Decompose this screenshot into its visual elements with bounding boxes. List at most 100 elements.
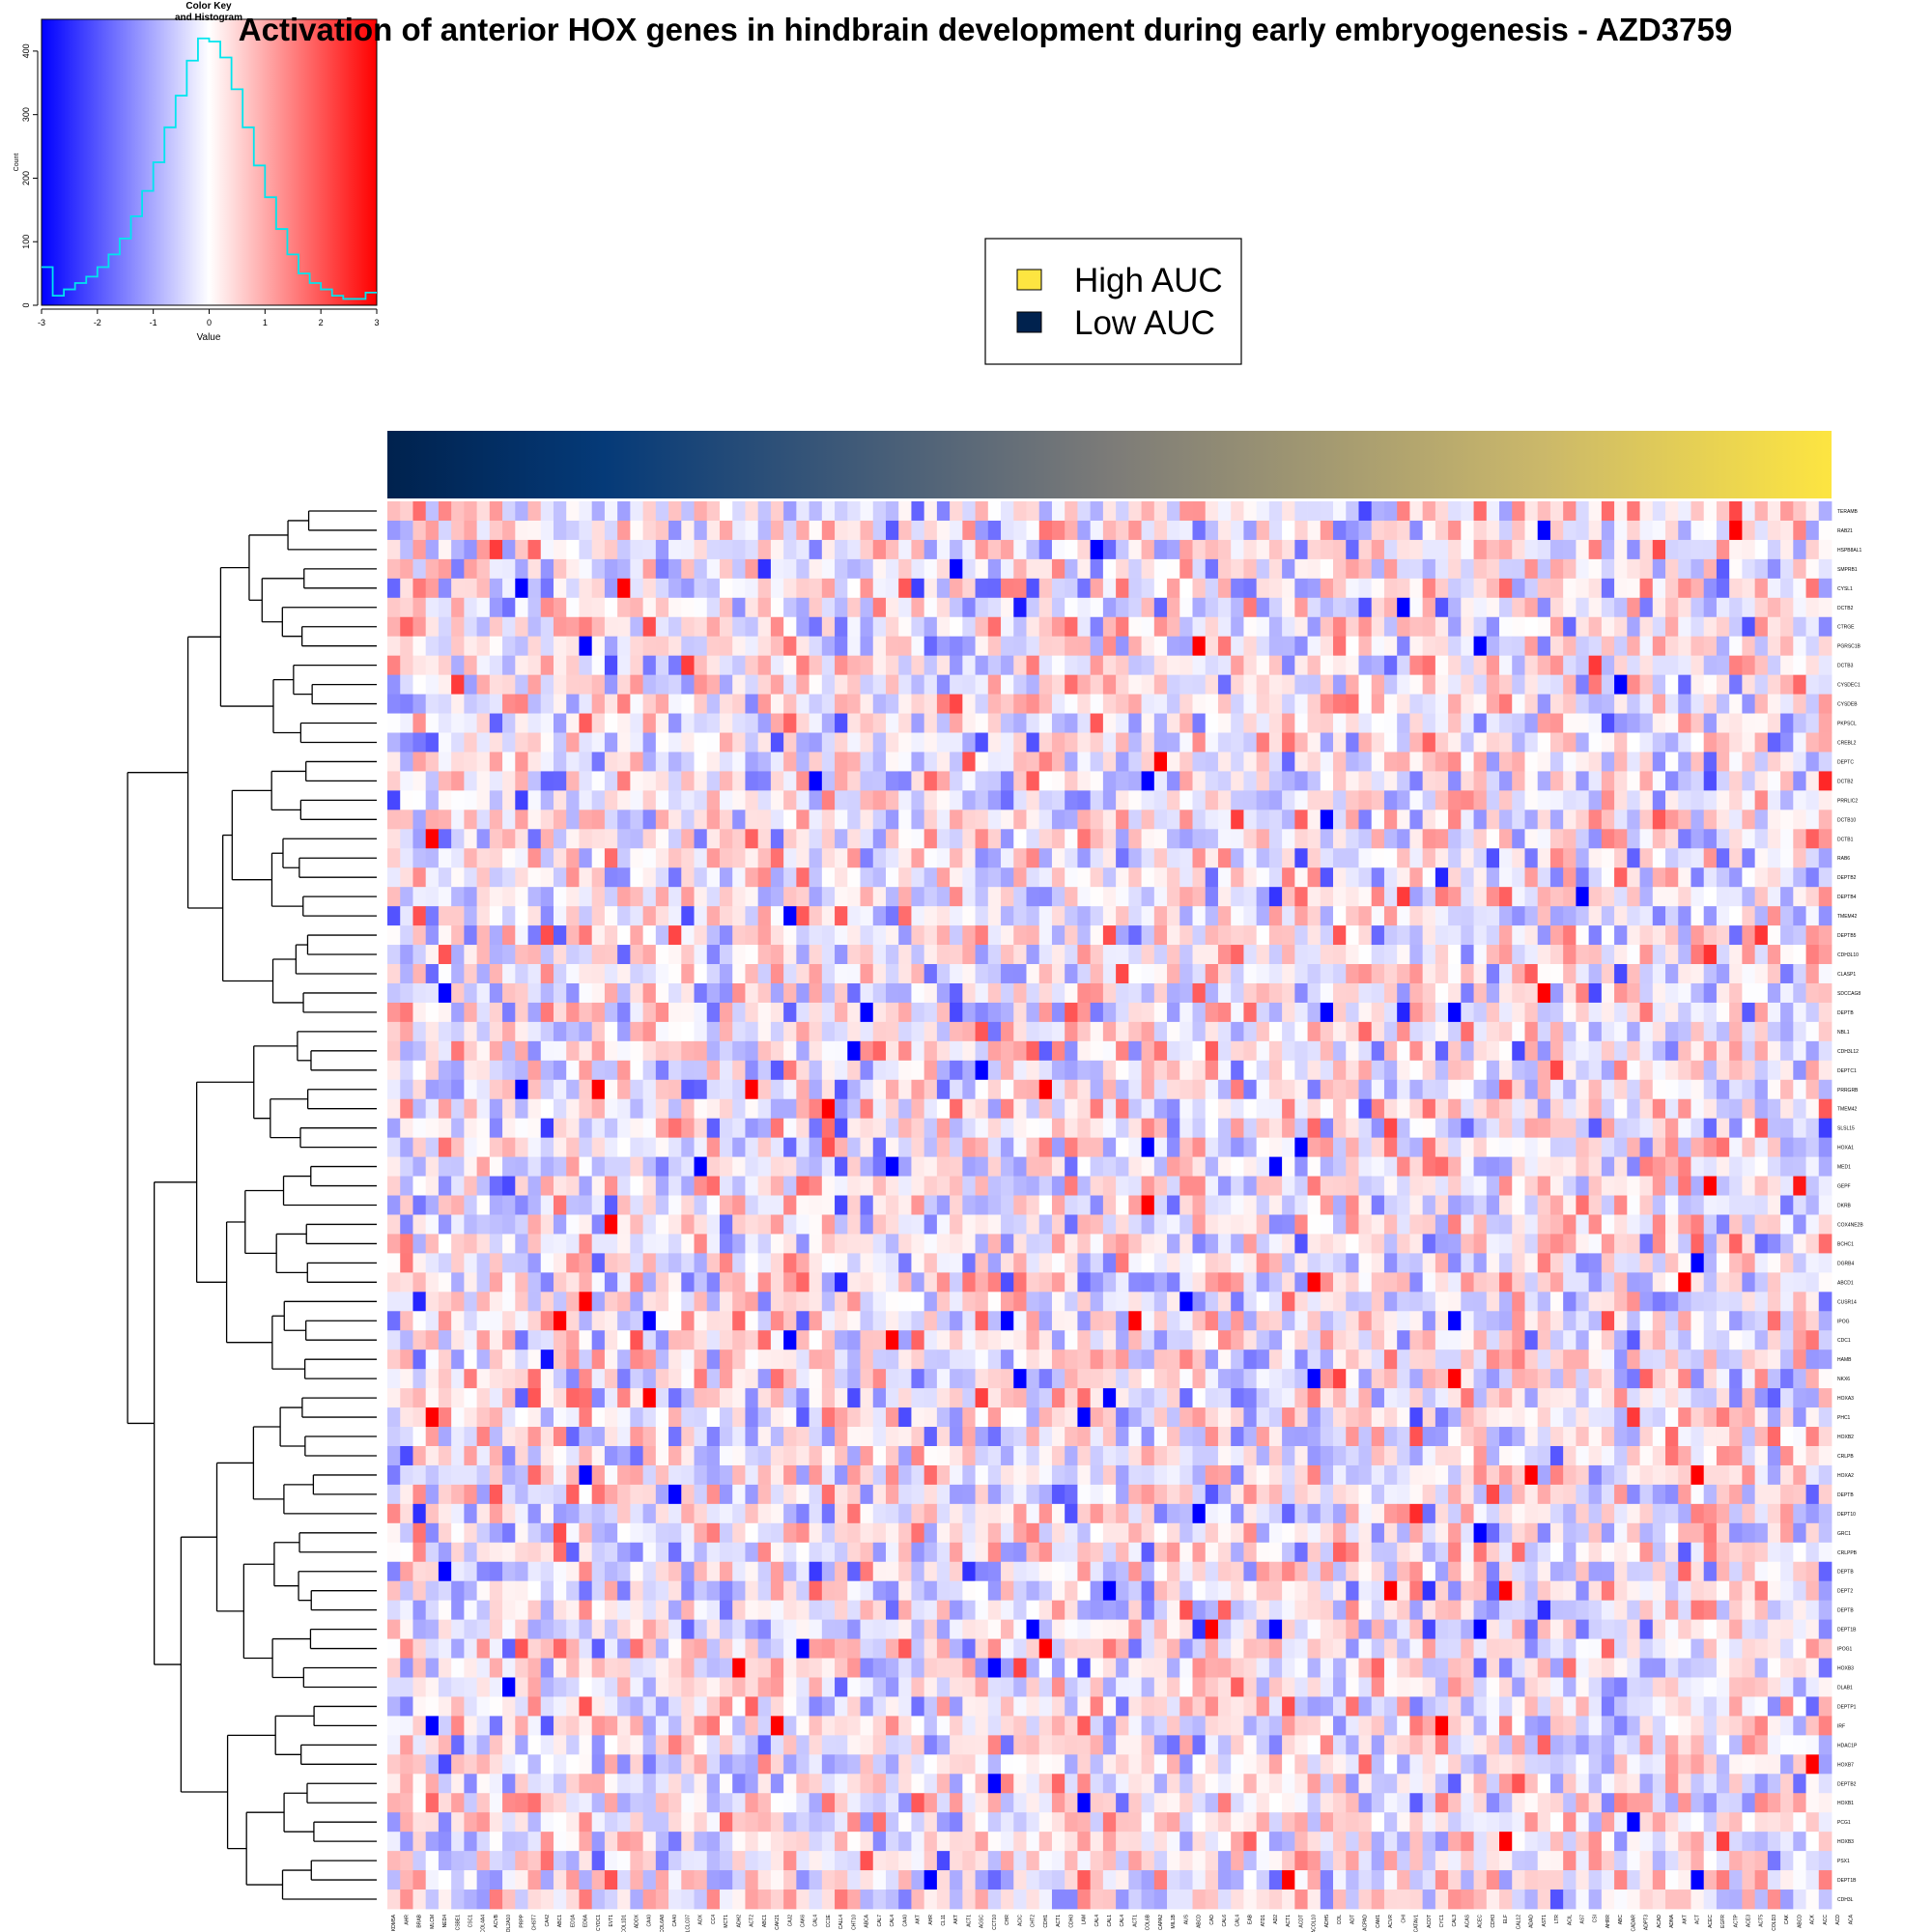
heatmap-cell [1320,1079,1334,1100]
heatmap-cell [451,964,465,984]
heatmap-cell [515,964,528,984]
heatmap-cell [1256,887,1270,907]
heatmap-cell [1690,1156,1705,1177]
heatmap-cell [1767,1195,1781,1215]
heatmap-cell [962,1292,976,1312]
heatmap-cell [540,558,554,580]
heatmap-cell [655,906,669,926]
heatmap-cell [872,694,887,714]
heatmap-cell [515,616,528,638]
heatmap-cell [1793,1060,1806,1081]
heatmap-cell [1537,1292,1551,1312]
heatmap-cell [1665,964,1679,984]
heatmap-cell [783,945,797,965]
heatmap-cell [1116,925,1129,946]
heatmap-cell [1346,694,1359,714]
heatmap-cell [1435,1021,1449,1042]
heatmap-cell [412,597,427,618]
heatmap-cell [642,713,657,733]
heatmap-cell [1026,1021,1040,1042]
heatmap-cell [1767,810,1781,830]
heatmap-cell [515,887,528,907]
heatmap-cell [1588,1234,1603,1254]
heatmap-cell [1243,1253,1258,1273]
heatmap-cell [655,1292,669,1312]
heatmap-cell [476,636,491,657]
heatmap-cell [1038,1002,1053,1023]
heatmap-cell [681,694,695,714]
heatmap-cell [1767,578,1781,599]
heatmap-cell [1703,810,1718,830]
color-key-y-tick-label: 200 [21,171,31,185]
heatmap-cell [1013,520,1027,541]
heatmap-cell [1256,713,1270,733]
heatmap-cell [387,982,401,1004]
heatmap-cell [1563,867,1577,888]
heatmap-cell [975,1002,989,1023]
heatmap-cell [872,771,887,791]
heatmap-cell [1601,982,1615,1004]
heatmap-cell [694,1040,708,1062]
heatmap-cell [847,1021,861,1042]
heatmap-cell [872,925,887,946]
heatmap-cell [1627,1272,1640,1293]
heatmap-cell [1678,982,1691,1004]
heatmap-cell [847,520,861,541]
heatmap-cell [860,1079,874,1100]
heatmap-cell [1153,655,1168,676]
heatmap-cell [1116,732,1129,753]
heatmap-cell [451,1253,465,1273]
heatmap-cell [1549,1156,1564,1177]
heatmap-cell [1576,1040,1590,1062]
heatmap-cell [1001,1021,1014,1042]
heatmap-cell [515,1002,528,1023]
heatmap-cell [950,1214,963,1235]
heatmap-cell [809,752,823,772]
heatmap-cell [757,1253,772,1273]
heatmap-cell [630,1253,643,1273]
heatmap-cell [1102,848,1117,868]
heatmap-cell [1422,520,1436,541]
heatmap-cell [489,1098,503,1120]
heatmap-cell [1205,655,1219,676]
heatmap-cell [476,867,491,888]
heatmap-cell [809,501,823,522]
heatmap-cell [412,732,427,753]
heatmap-cell [1639,597,1654,618]
heatmap-cell [1102,558,1117,580]
heatmap-cell [1065,790,1078,810]
heatmap-cell [438,771,452,791]
heatmap-cell [1742,752,1756,772]
heatmap-cell [1576,501,1590,522]
heatmap-cell [1397,732,1410,753]
heatmap-cell [1256,1021,1270,1042]
heatmap-cell [1690,713,1705,733]
heatmap-cell [1780,982,1794,1004]
heatmap-cell [515,1098,528,1120]
heatmap-cell [796,655,810,676]
heatmap-cell [1461,867,1474,888]
heatmap-cell [412,1040,427,1062]
heatmap-cell [706,1079,721,1100]
heatmap-cell [1013,1002,1027,1023]
heatmap-cell [885,1156,899,1177]
heatmap-cell [1537,867,1551,888]
heatmap-cell [796,616,810,638]
heatmap-cell [923,1234,938,1254]
heatmap-cell [1754,1002,1769,1023]
heatmap-cell [1051,1118,1065,1139]
heatmap-cell [1205,1002,1219,1023]
heatmap-cell [1116,1118,1129,1139]
heatmap-cell [1448,1060,1462,1081]
heatmap-cell [719,848,733,868]
heatmap-cell [1742,1137,1756,1157]
heatmap-cell [923,964,938,984]
heatmap-cell [1805,501,1820,522]
heatmap-cell [1767,1156,1781,1177]
heatmap-cell [425,616,440,638]
heatmap-cell [604,1214,618,1235]
heatmap-cell [1116,964,1129,984]
heatmap-cell [1294,1098,1308,1120]
heatmap-cell [1346,1176,1359,1196]
heatmap-cell [1729,1195,1743,1215]
